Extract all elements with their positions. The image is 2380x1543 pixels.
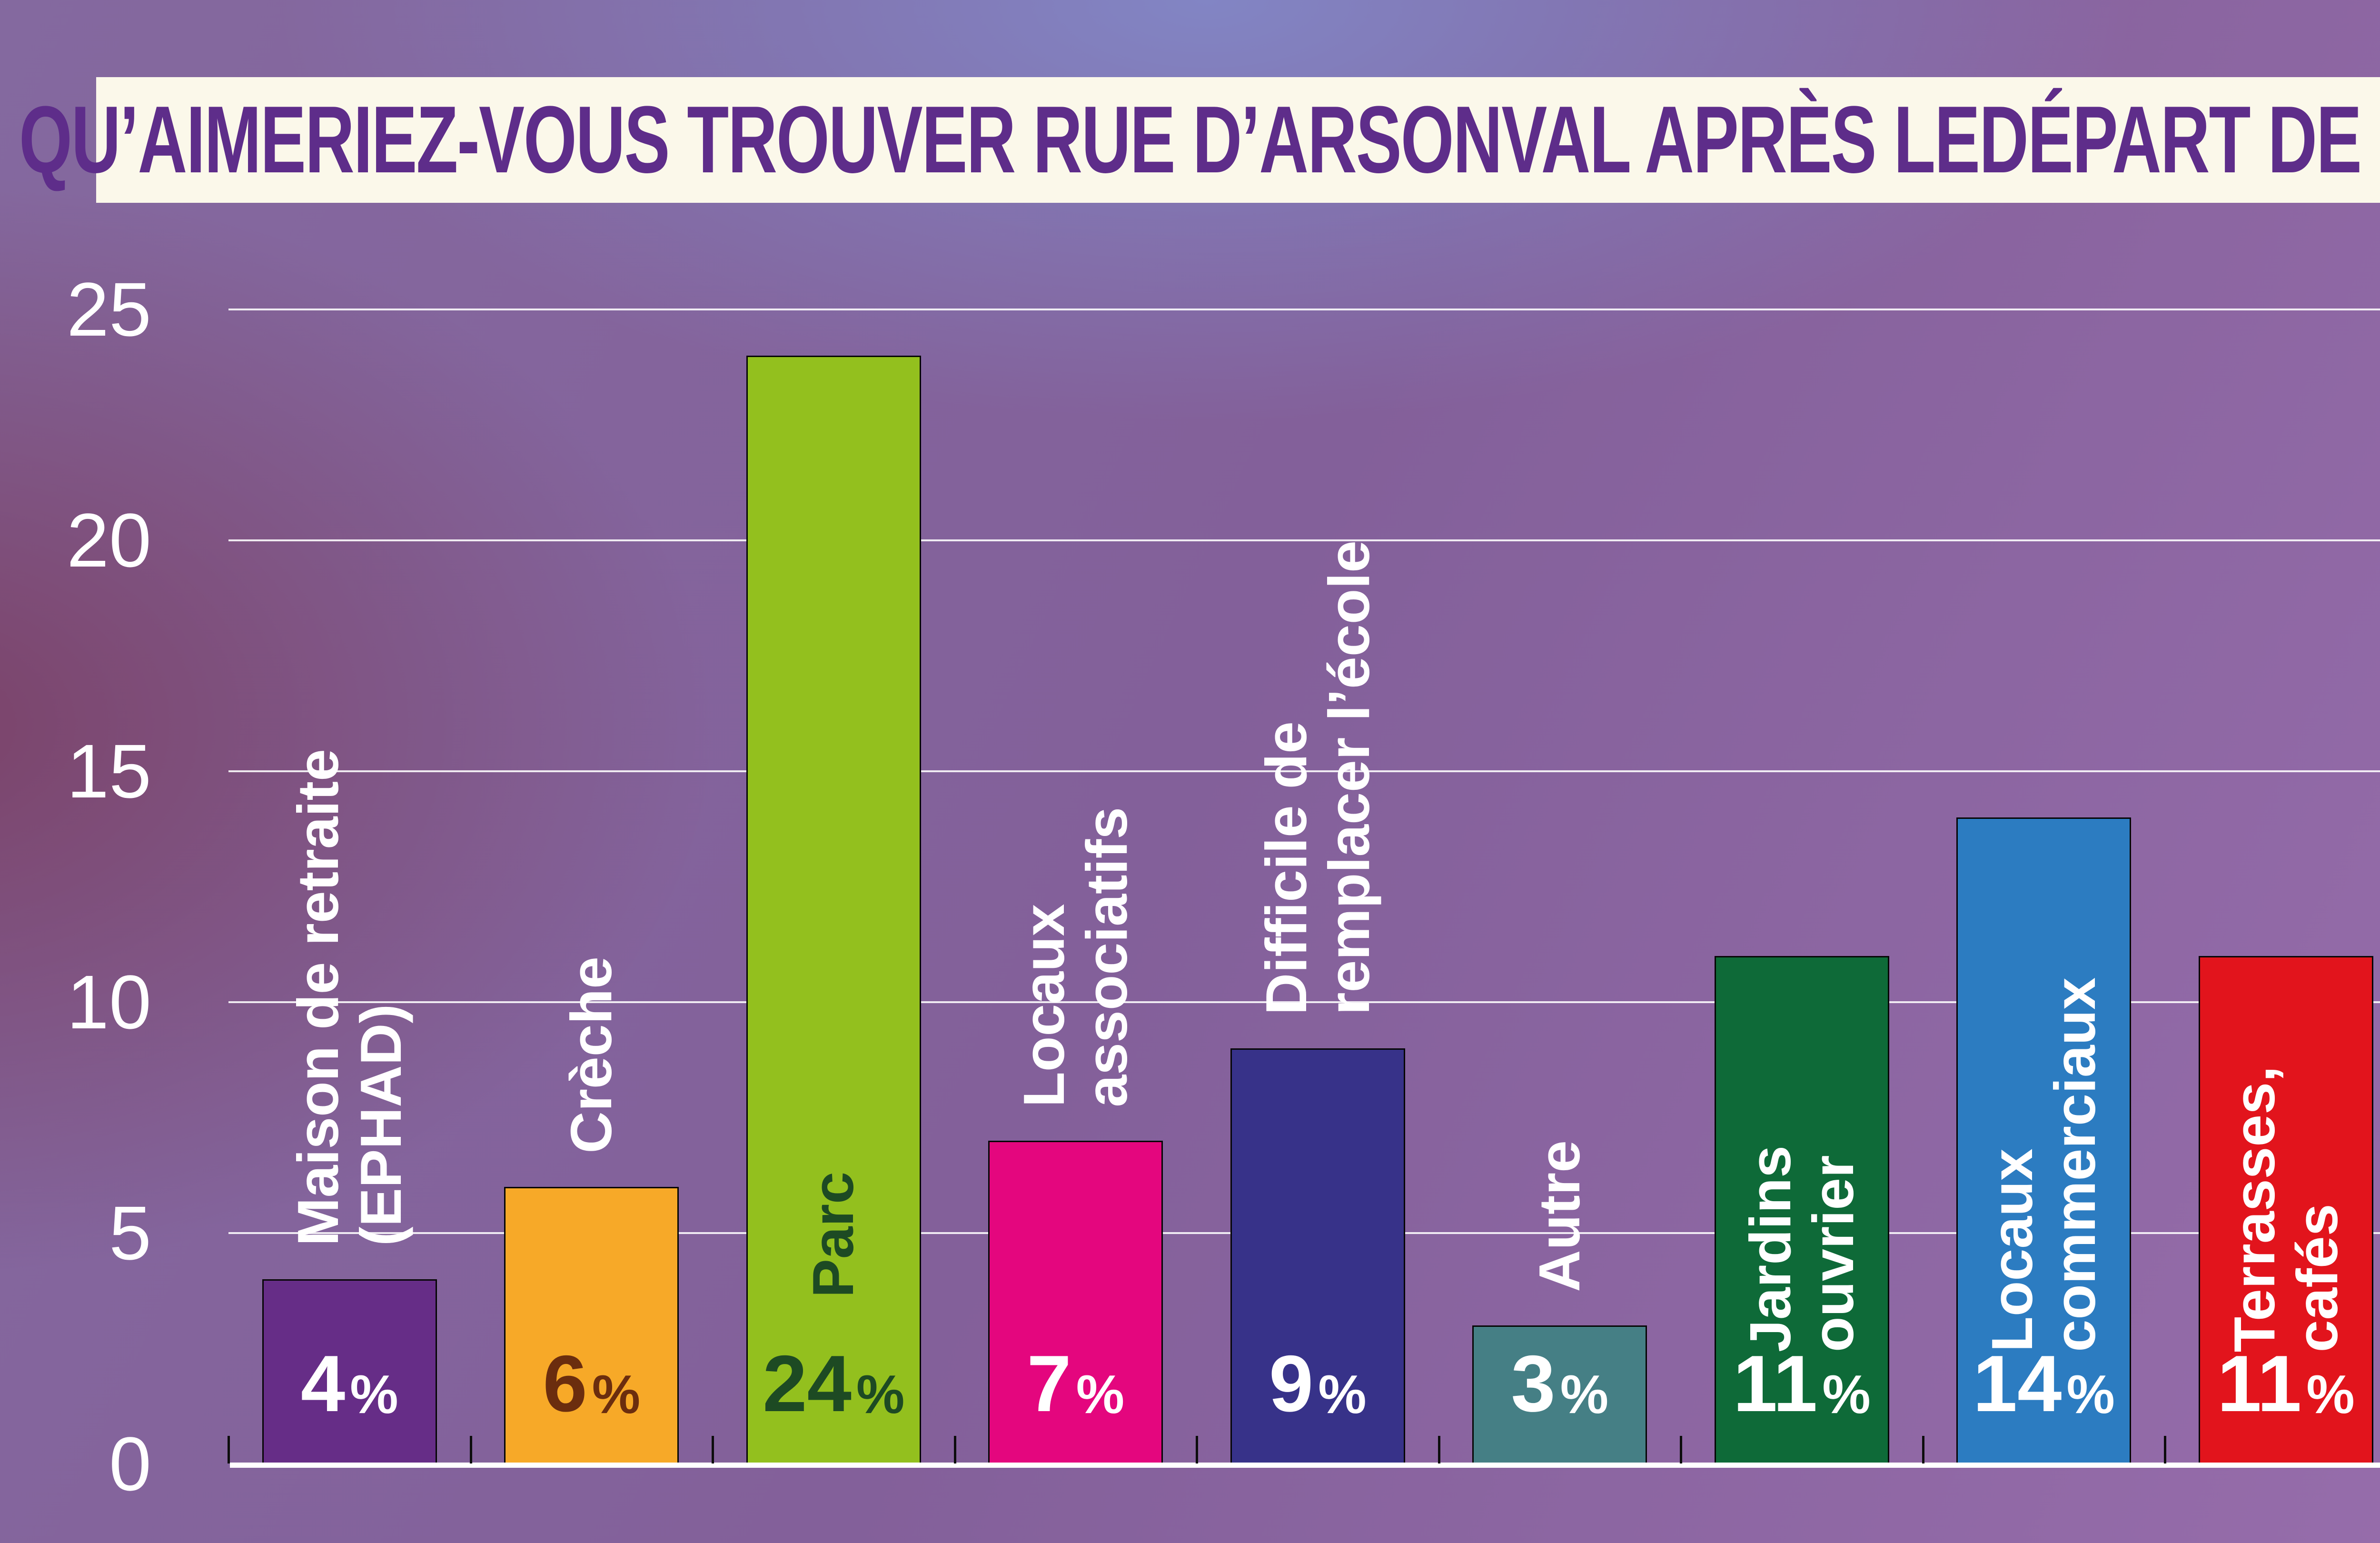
axis-tick	[1922, 1436, 1924, 1463]
bar-parc	[746, 356, 921, 1468]
value-label: 11%	[2217, 1339, 2355, 1428]
value-label: 14%	[1973, 1339, 2115, 1428]
y-axis-tick-label: 15	[67, 728, 151, 814]
category-label-creche: Crèche	[558, 956, 624, 1154]
bar-creche	[504, 1187, 679, 1468]
axis-tick	[2164, 1436, 2166, 1463]
axis-tick	[1196, 1436, 1198, 1463]
bar-locaux-associatifs	[988, 1141, 1163, 1468]
gridline	[228, 539, 2380, 541]
bar-jardins-ouvrier	[1714, 956, 1889, 1468]
value-label: 6%	[543, 1339, 641, 1428]
category-label-jardins-ouvrier: Jardins ouvrier	[1737, 1145, 1865, 1352]
axis-tick	[469, 1436, 472, 1463]
y-axis-tick-label: 0	[109, 1421, 151, 1506]
category-label-autre: Autre	[1527, 1140, 1592, 1292]
category-label-difficile-remplacer-ecole: Difficile de remplacer l’école	[1253, 540, 1381, 1015]
value-label: 7%	[1027, 1339, 1125, 1428]
y-axis-tick-label: 10	[67, 959, 151, 1045]
axis-tick	[1680, 1436, 1682, 1463]
gridline	[228, 1001, 2380, 1003]
category-label-locaux-associatifs: Locaux associatifs	[1012, 807, 1139, 1107]
category-label-parc: Parc	[801, 1172, 866, 1298]
category-label-terrasses-cafes: Terrasses, cafés	[2221, 1065, 2350, 1352]
value-label: 3%	[1511, 1339, 1609, 1428]
title-banner: QU’AIMERIEZ-VOUS TROUVER RUE D’ARSONVAL …	[19, 77, 2380, 203]
y-axis-tick-label: 20	[67, 498, 151, 583]
y-axis-tick-label: 25	[67, 267, 151, 352]
bar-maison-de-retraite	[262, 1279, 437, 1468]
bar-difficile-remplacer-ecole	[1230, 1048, 1405, 1468]
x-axis-line	[230, 1463, 2380, 1468]
axis-tick	[1438, 1436, 1440, 1463]
value-label: 9%	[1269, 1339, 1367, 1428]
y-axis-tick-label: 5	[109, 1190, 151, 1275]
bar-locaux-commerciaux	[1956, 817, 2132, 1468]
bar-autre	[1472, 1325, 1647, 1468]
bar-terrasses-cafes	[2198, 956, 2373, 1468]
value-label: 24%	[763, 1339, 905, 1428]
gridline	[228, 770, 2380, 772]
gridline	[228, 309, 2380, 310]
category-label-locaux-commerciaux: Locaux commerciaux	[1980, 977, 2107, 1352]
axis-tick	[953, 1436, 956, 1463]
value-label: 4%	[300, 1339, 398, 1428]
category-label-maison-de-retraite: Maison de retraite (EPHAD)	[285, 748, 413, 1246]
axis-tick	[228, 1436, 230, 1463]
value-label: 11%	[1733, 1339, 1871, 1428]
axis-tick	[712, 1436, 714, 1463]
page-title: QU’AIMERIEZ-VOUS TROUVER RUE D’ARSONVAL …	[19, 87, 2380, 193]
